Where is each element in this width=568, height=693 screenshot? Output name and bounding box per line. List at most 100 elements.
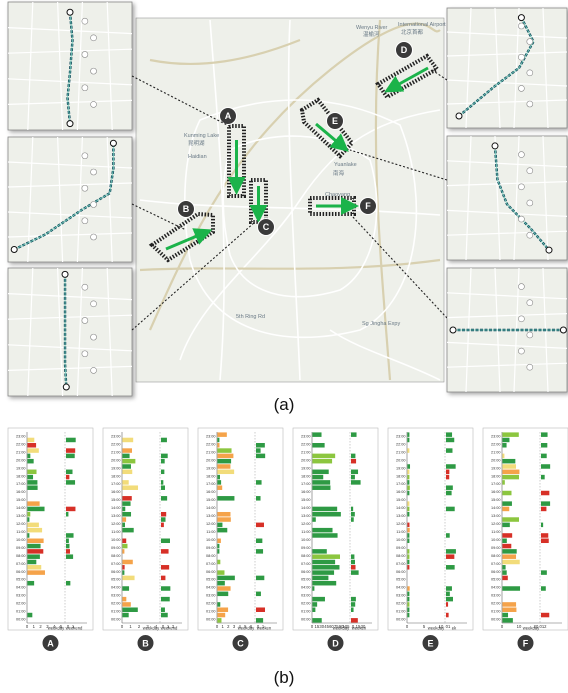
weekend-bar [256, 549, 264, 554]
time-tick-label: 23:00 [396, 434, 406, 438]
inset-poi [526, 363, 534, 371]
inset-poi [526, 299, 534, 307]
weekday-bar [502, 443, 507, 448]
inset-poi [81, 217, 89, 225]
route-box-a [227, 124, 246, 198]
weekend-bar [351, 554, 355, 559]
panel-marker-c[interactable] [231, 634, 250, 652]
weekday-label: weekday [143, 626, 160, 631]
weekend-bar [541, 522, 544, 528]
time-tick-label: 22:00 [16, 442, 26, 446]
inset-street [7, 48, 133, 54]
time-tick-label: 17:00 [491, 482, 501, 486]
time-tick-label: 21:00 [301, 450, 311, 454]
panel-marker-b[interactable] [136, 634, 155, 652]
inset-b[interactable] [7, 136, 133, 263]
weekend-bar [256, 480, 262, 485]
weekday-bar [407, 432, 410, 437]
weekday-bar [217, 575, 235, 581]
panel-marker-a[interactable] [41, 634, 60, 652]
weekday-bar [312, 549, 327, 554]
weekend-label: weekend [161, 626, 178, 631]
map-marker-d[interactable] [395, 41, 413, 59]
time-tick-label: 05:00 [301, 578, 311, 582]
weekday-bar [122, 612, 129, 618]
inset-street [7, 314, 133, 320]
weekday-bar [217, 549, 220, 554]
inset-street [446, 181, 568, 187]
weekend-bar [66, 448, 76, 453]
inset-poi [518, 22, 525, 30]
panel-marker-d[interactable] [326, 634, 345, 652]
map-marker-e[interactable] [326, 112, 344, 130]
weekday-bar [217, 538, 221, 544]
inset-frame [446, 7, 568, 129]
weekday-bar [27, 554, 40, 559]
inset-f[interactable] [446, 267, 568, 393]
inset-endpoint [545, 246, 553, 254]
map-road [148, 22, 441, 331]
time-tick-label: 05:00 [396, 578, 406, 582]
weekend-bar [351, 506, 354, 512]
chart-panel-e[interactable]: 00:00 01:00 02:00 03:00 04:00 05:00 06:00 07:00… [387, 427, 474, 631]
inset-poi [90, 201, 97, 208]
x-tick-label: 0 [406, 624, 409, 629]
weekday-bar [27, 580, 35, 586]
inset-street [7, 161, 133, 169]
weekday-bar [502, 517, 520, 522]
time-tick-label: 10:00 [301, 538, 311, 542]
time-tick-label: 14:00 [491, 506, 501, 510]
inset-a[interactable] [7, 1, 133, 131]
x-tick-label: 1 [129, 624, 132, 629]
time-tick-label: 03:00 [206, 594, 216, 598]
time-tick-label: 09:00 [396, 546, 406, 550]
weekend-label: weeken [352, 626, 367, 631]
inset-poi [81, 283, 89, 291]
panel-marker-e[interactable] [421, 634, 440, 652]
inset-d[interactable] [446, 7, 568, 129]
weekday-label: weekday [333, 626, 350, 631]
chart-panel-f[interactable]: 00:00 01:00 02:00 03:00 04:00 05:00 06:00 07:00… [482, 427, 568, 631]
x-tick-label: 2 [39, 624, 42, 629]
x-tick-label: 4 [238, 624, 241, 629]
map-marker-f[interactable] [359, 197, 377, 215]
x2-tick-label: 0 [257, 624, 260, 629]
inset-poi [526, 167, 534, 175]
time-tick-label: 08:00 [491, 554, 501, 558]
weekday-bar [312, 517, 316, 522]
weekday-bar [312, 480, 331, 485]
chart-panel-b[interactable]: 00:00 01:00 02:00 03:00 04:00 05:00 06:00 07:00… [102, 427, 189, 631]
time-tick-label: 08:00 [396, 554, 406, 558]
weekday-bar [122, 543, 128, 549]
weekday-bar [217, 458, 232, 464]
chart-panel-c[interactable]: 00:00 01:00 02:00 03:00 04:00 05:00 06:00 07:00… [197, 427, 284, 631]
map-marker-a[interactable] [219, 107, 237, 125]
weekend-bar [541, 464, 551, 469]
time-tick-label: 22:00 [301, 442, 311, 446]
time-tick-label: 09:00 [491, 546, 501, 550]
time-tick-label: 20:00 [111, 458, 121, 462]
map-marker-b[interactable] [177, 200, 195, 218]
weekday-bar [502, 522, 510, 528]
inset-e[interactable] [446, 135, 568, 261]
weekday-bar [27, 565, 42, 570]
chart-panel-d[interactable]: 00:00 01:00 02:00 03:00 04:00 05:00 06:00 07:00… [292, 427, 379, 631]
panel-marker-f[interactable] [516, 634, 535, 652]
weekday-bar [122, 575, 135, 581]
inset-c[interactable] [7, 267, 133, 397]
time-tick-label: 04:00 [16, 586, 26, 590]
connector-line [349, 149, 448, 181]
time-tick-label: 22:00 [491, 442, 501, 446]
time-tick-label: 11:00 [301, 530, 310, 534]
weekday-bar [502, 453, 505, 459]
map-marker-c[interactable] [257, 218, 275, 236]
inset-poi [90, 333, 97, 341]
time-tick-label: 09:00 [206, 546, 216, 550]
chart-panel-a[interactable]: 00:00 01:00 02:00 03:00 04:00 05:00 06:00 07:00… [7, 427, 94, 631]
map-marker-label: B [183, 204, 190, 214]
inset-street [446, 51, 568, 57]
weekday-bar [312, 469, 329, 475]
time-tick-label: 02:00 [301, 602, 311, 606]
